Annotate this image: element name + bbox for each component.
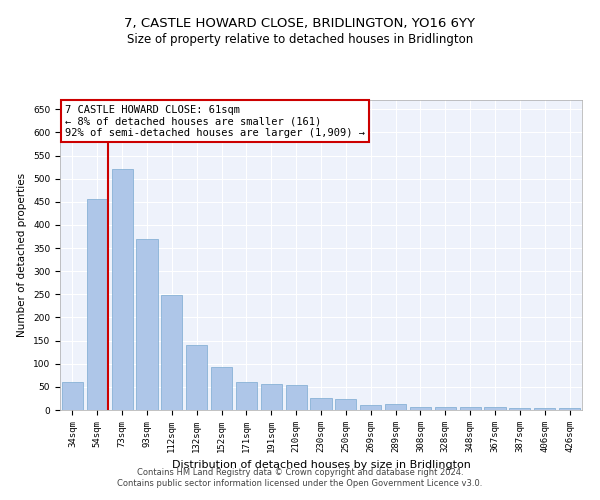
Bar (87, 198, 108, 410)
Bar (484, 407, 506, 410)
Y-axis label: Number of detached properties: Number of detached properties (17, 173, 28, 337)
Bar (410, 407, 431, 410)
Bar (211, 367, 232, 410)
Bar (534, 408, 555, 410)
Bar (559, 408, 580, 410)
Bar (360, 406, 381, 410)
Text: 7 CASTLE HOWARD CLOSE: 61sqm
← 8% of detached houses are smaller (161)
92% of se: 7 CASTLE HOWARD CLOSE: 61sqm ← 8% of det… (65, 104, 365, 138)
Text: Size of property relative to detached houses in Bridlington: Size of property relative to detached ho… (127, 32, 473, 46)
Text: 7, CASTLE HOWARD CLOSE, BRIDLINGTON, YO16 6YY: 7, CASTLE HOWARD CLOSE, BRIDLINGTON, YO1… (125, 18, 476, 30)
Bar (62, 382, 83, 410)
Bar (460, 407, 481, 410)
Text: Contains HM Land Registry data © Crown copyright and database right 2024.
Contai: Contains HM Land Registry data © Crown c… (118, 468, 482, 487)
Bar (509, 408, 530, 410)
Bar (236, 382, 257, 410)
Bar (385, 404, 406, 410)
Bar (112, 170, 133, 410)
Bar (136, 239, 158, 410)
Bar (335, 399, 356, 410)
X-axis label: Distribution of detached houses by size in Bridlington: Distribution of detached houses by size … (172, 460, 470, 470)
Bar (261, 384, 282, 410)
Bar (435, 407, 456, 410)
Bar (286, 384, 307, 410)
Bar (310, 398, 332, 410)
Bar (186, 345, 207, 410)
Bar (161, 296, 182, 410)
